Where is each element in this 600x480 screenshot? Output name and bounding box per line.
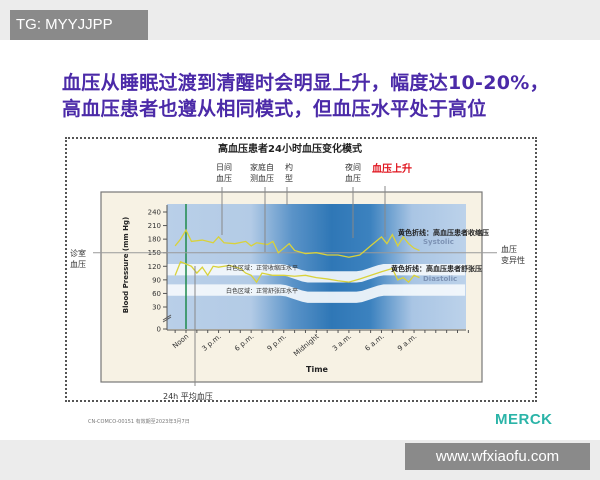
y-tick-label: 30 <box>152 304 161 312</box>
watermark-top: TG: MYYJJPP <box>10 10 148 40</box>
merck-logo: MERCK <box>495 411 553 428</box>
y-tick-label: 120 <box>148 263 161 271</box>
slide-title-line2: 高血压患者也遵从相同模式，但血压水平处于高位 <box>62 98 487 120</box>
label-office-bp-2: 血压 <box>70 259 86 269</box>
series-line-systolic <box>174 228 420 258</box>
y-tick-label: 0 <box>157 326 161 334</box>
label-office-bp-1: 诊室 <box>70 248 86 258</box>
legend-systolic: Systolic <box>423 238 454 246</box>
annotation-lines <box>194 186 386 386</box>
y-tick-label: 210 <box>148 222 161 230</box>
label-diastolic-note: 黄色折线：高血压患者舒张压 <box>391 264 482 273</box>
label-dipper-2: 型 <box>285 174 293 183</box>
label-normal-systolic: 白色区域：正常收缩压水平 <box>226 264 298 272</box>
label-night-bp-2: 血压 <box>345 173 361 183</box>
label-home-bp-2: 测血压 <box>250 173 274 183</box>
series-line-diastolic <box>174 260 420 284</box>
watermark-bottom: www.wfxiaofu.com <box>405 443 590 470</box>
x-axis-label: Time <box>306 365 329 374</box>
series-group <box>174 228 420 284</box>
legend-diastolic: Diastolic <box>423 275 457 283</box>
label-bp-variability-2: 变异性 <box>501 255 525 265</box>
label-night-bp-1: 夜间 <box>345 162 361 172</box>
y-tick-label: 60 <box>152 290 161 298</box>
label-home-bp-1: 家庭自 <box>250 162 274 172</box>
label-dipper-1: 杓 <box>285 162 293 172</box>
footer-code: CN-COMCO-00151 有效期至2023年3月7日 <box>88 419 190 425</box>
y-tick-label: 180 <box>148 236 161 244</box>
y-tick-label: 150 <box>148 249 161 257</box>
label-normal-diastolic: 白色区域：正常舒张压水平 <box>226 287 298 295</box>
y-tick-label: 240 <box>148 209 161 217</box>
label-daytime-bp-1: 日间 <box>216 163 232 172</box>
chart-title: 高血压患者24小时血压变化模式 <box>218 142 362 155</box>
slide-title-line1: 血压从睡眠过渡到清醒时会明显上升，幅度达10-20%， <box>62 72 549 94</box>
label-bp-rise: 血压上升 <box>372 162 412 175</box>
label-daytime-bp-2: 血压 <box>216 173 232 183</box>
axis-break-mark <box>162 314 172 321</box>
chart-dashed-border <box>65 137 537 402</box>
label-bp-variability-1: 血压 <box>501 244 517 254</box>
label-24h-avg: 24h 平均血压 <box>163 391 213 401</box>
y-axis-label: Blood Pressure (mm Hg) <box>122 217 130 313</box>
y-axis: 0 30 60 90 120 150 180 210 240 <box>148 205 172 334</box>
label-systolic-note: 黄色折线：高血压患者收缩压 <box>398 228 489 237</box>
y-tick-label: 90 <box>152 276 161 284</box>
normal-diastolic-band <box>166 284 466 303</box>
axis-break-mark <box>162 316 172 323</box>
